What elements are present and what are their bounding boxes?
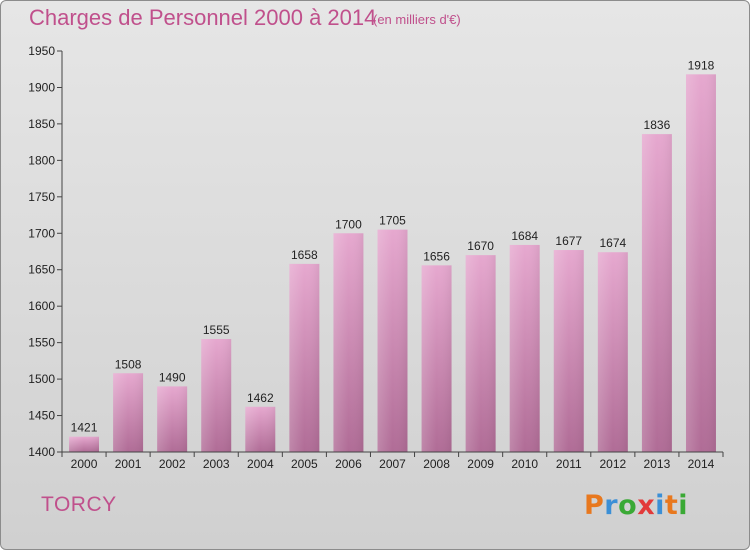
logo-letter: P — [584, 490, 605, 521]
y-tick-label: 1750 — [28, 190, 55, 204]
x-tick-label: 2011 — [556, 457, 582, 471]
bar-shine — [69, 436, 100, 452]
value-label: 1658 — [291, 248, 318, 262]
value-label: 1656 — [423, 249, 450, 263]
bar-shine — [201, 338, 232, 452]
bar-shine — [421, 265, 452, 452]
logo-letter: t — [664, 490, 679, 521]
x-tick-label: 2007 — [379, 457, 406, 471]
value-label: 1705 — [379, 214, 406, 228]
bar-shine — [245, 406, 276, 452]
x-tick-label: 2012 — [599, 457, 626, 471]
logo-letter: o — [618, 490, 638, 521]
x-tick-label: 2001 — [115, 457, 142, 471]
value-label: 1677 — [555, 234, 582, 248]
chart-title: Charges de Personnel 2000 à 2014 — [29, 5, 377, 30]
x-tick-label: 2006 — [335, 457, 362, 471]
x-tick-label: 2003 — [203, 457, 230, 471]
bar-shine — [465, 255, 496, 452]
value-label: 1674 — [599, 236, 626, 250]
logo-letter: i — [678, 490, 689, 521]
x-tick-label: 2004 — [247, 457, 274, 471]
bar-shine — [333, 233, 364, 452]
x-axis: 2000 2001 2002 2003 2004 2005 2006 2007 2008 2009… — [61, 451, 724, 471]
bar-shine — [377, 229, 408, 452]
bar-shine — [509, 244, 540, 452]
bar-shine — [157, 386, 188, 452]
y-tick-label: 1900 — [28, 80, 55, 94]
y-tick-label: 1700 — [28, 226, 55, 240]
value-label: 1836 — [644, 118, 671, 132]
x-tick-label: 2009 — [467, 457, 494, 471]
x-tick-label: 2014 — [688, 457, 715, 471]
value-label: 1508 — [115, 357, 142, 371]
logo-letter: i — [655, 490, 665, 521]
y-tick-label: 1800 — [28, 153, 55, 167]
value-label: 1555 — [203, 323, 230, 337]
bar-shine — [685, 74, 716, 453]
x-tick-label: 2010 — [511, 457, 538, 471]
bar-shine — [113, 373, 144, 452]
commune-name: TORCY — [41, 493, 117, 516]
bar-shine — [641, 134, 672, 452]
value-label: 1684 — [511, 229, 538, 243]
x-tick-label: 2000 — [71, 457, 98, 471]
y-tick-label: 1550 — [28, 336, 55, 350]
y-tick-label: 1450 — [28, 409, 55, 423]
value-label: 1918 — [688, 58, 715, 72]
y-tick-label: 1500 — [28, 372, 55, 386]
value-label: 1700 — [335, 217, 362, 231]
x-tick-label: 2013 — [644, 457, 671, 471]
bar-shine — [597, 252, 628, 452]
proxiti-logo: Proxiti — [584, 490, 688, 521]
y-tick-label: 1950 — [28, 44, 55, 58]
y-tick-label: 1650 — [28, 263, 55, 277]
x-tick-label: 2008 — [423, 457, 450, 471]
chart-subtitle: (en milliers d'€) — [373, 12, 461, 27]
logo-letter: x — [637, 490, 656, 521]
x-tick-label: 2002 — [159, 457, 186, 471]
value-label: 1670 — [467, 239, 494, 253]
value-label: 1490 — [159, 370, 186, 384]
y-tick-label: 1600 — [28, 299, 55, 313]
bar-shine — [289, 263, 320, 452]
logo-letter: r — [604, 490, 619, 521]
y-axis: 1400 1450 1500 1550 1600 1650 1700 1750 1800 1850… — [28, 44, 63, 459]
value-label: 1421 — [71, 421, 98, 435]
bars-group: 1421 1508 1490 1555 1462 1658 1700 1705 1656 1670… — [69, 58, 716, 453]
y-tick-label: 1850 — [28, 117, 55, 131]
bar-shine — [553, 250, 584, 452]
value-label: 1462 — [247, 391, 274, 405]
x-tick-label: 2005 — [291, 457, 318, 471]
y-tick-label: 1400 — [28, 445, 55, 459]
